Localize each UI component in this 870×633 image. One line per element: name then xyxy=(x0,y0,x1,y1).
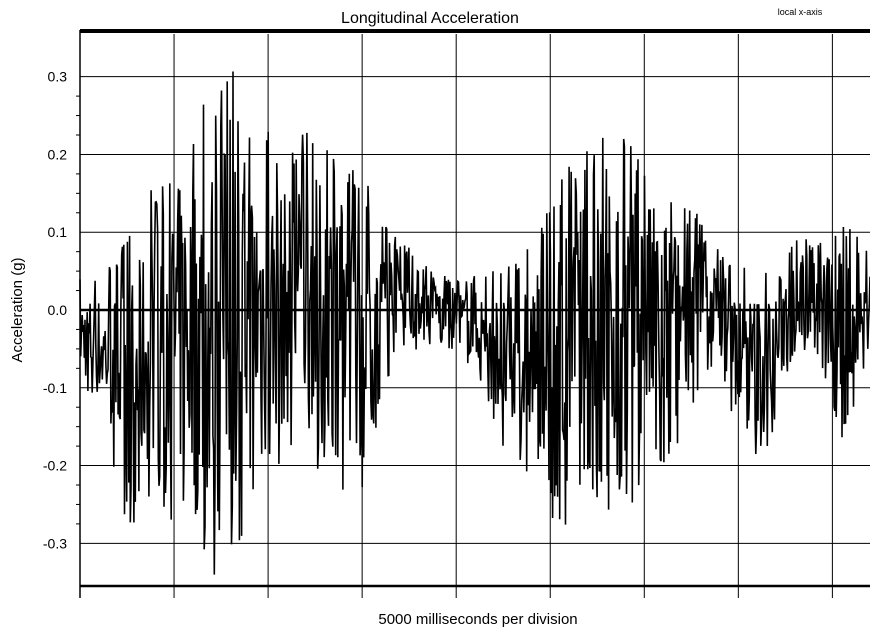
y-axis-label: Acceleration (g) xyxy=(9,257,26,362)
x-axis-label: 5000 milliseconds per division xyxy=(378,611,577,628)
signal-line xyxy=(79,71,870,575)
y-tick-label: -0.3 xyxy=(43,535,67,551)
y-tick-label: -0.1 xyxy=(43,380,67,396)
y-tick-label: -0.2 xyxy=(43,458,67,474)
y-ticks: 0.3 0.2 0.1 0.0 -0.1 -0.2 -0.3 xyxy=(43,69,80,551)
y-tick-label: 0.1 xyxy=(48,224,68,240)
y-tick-label: 0.2 xyxy=(48,146,68,162)
y-tick-label: 0.0 xyxy=(48,302,68,318)
y-tick-label: 0.3 xyxy=(48,69,68,85)
axis-annotation: local x-axis xyxy=(778,7,823,17)
chart-title: Longitudinal Acceleration xyxy=(341,10,519,27)
signal-series xyxy=(79,71,870,575)
